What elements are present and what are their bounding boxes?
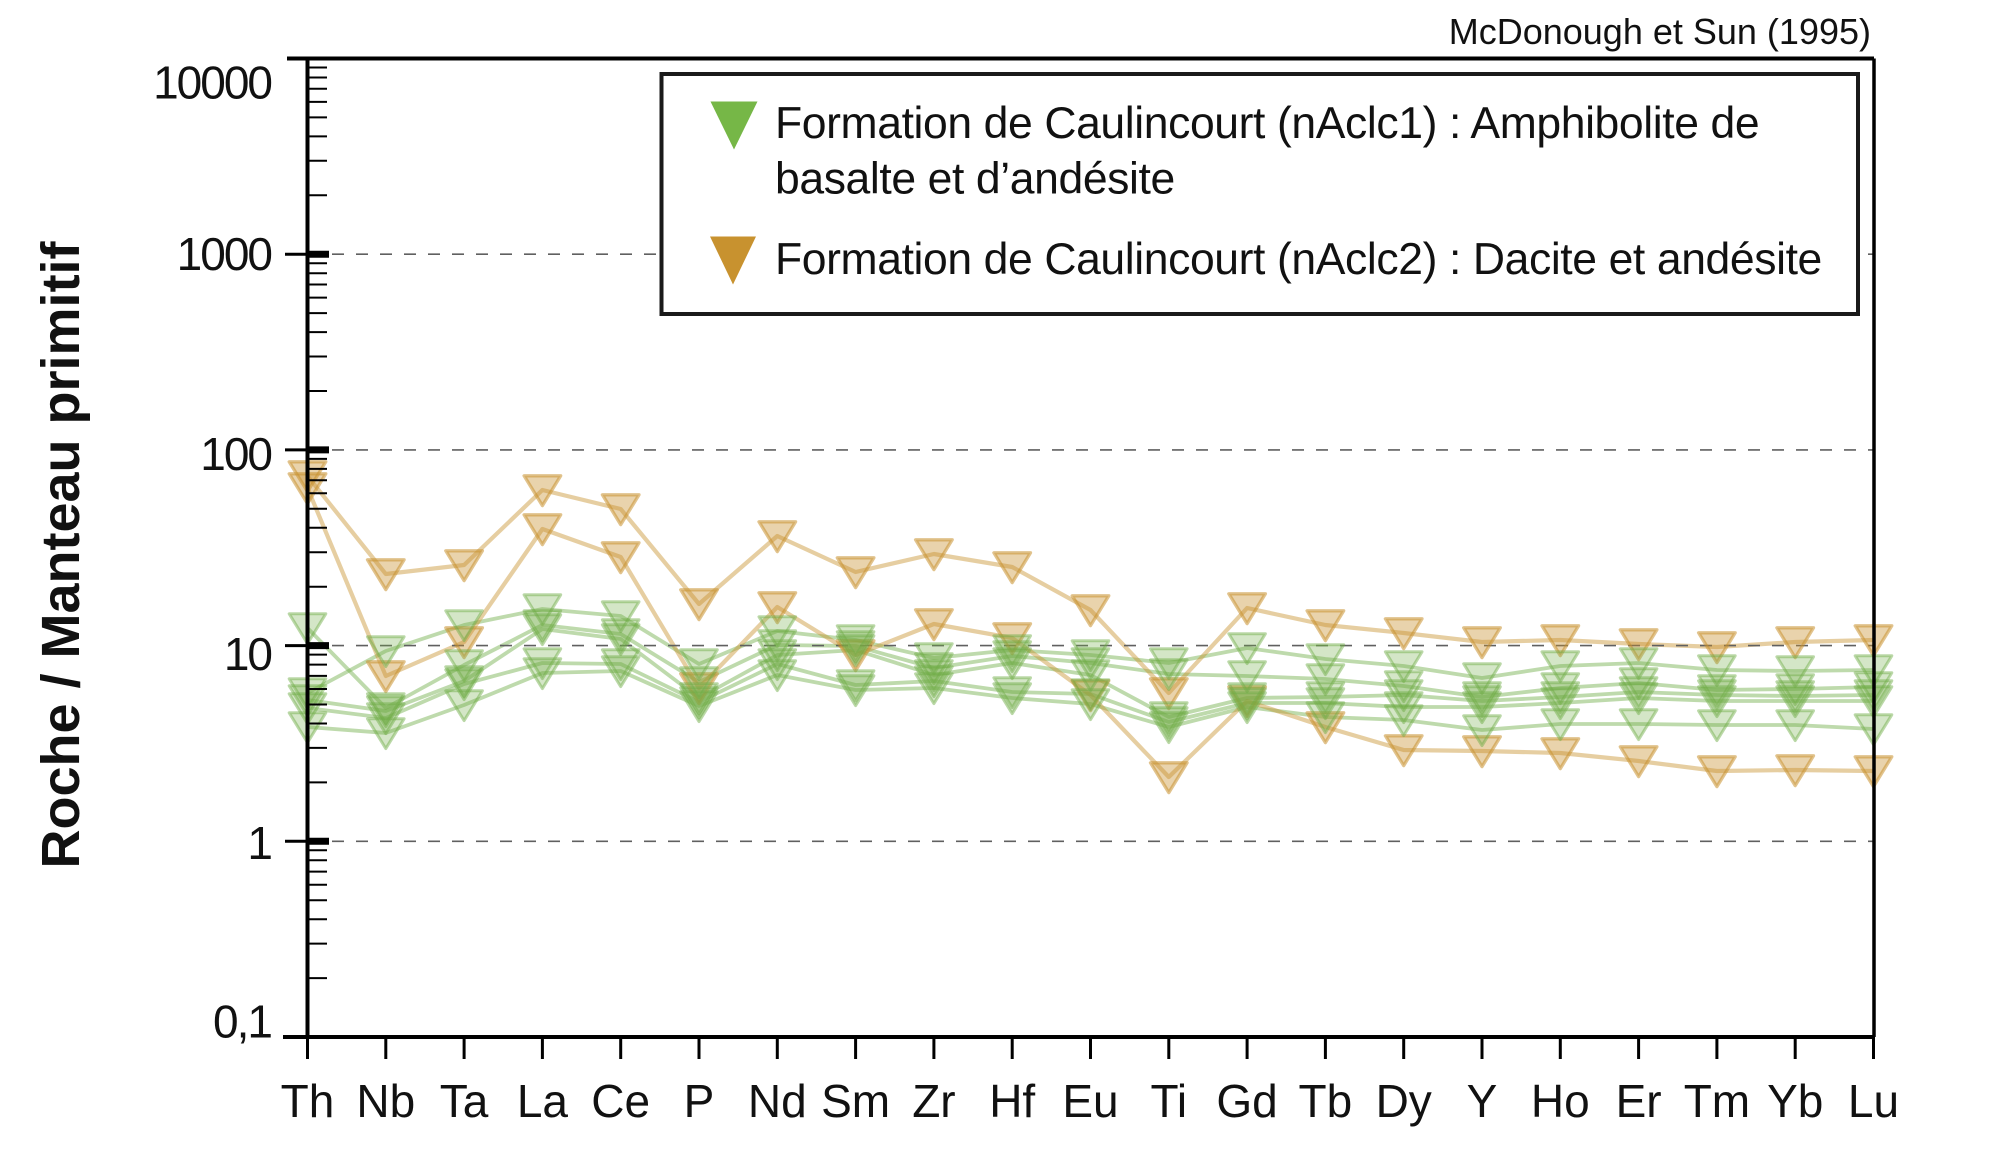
svg-text:Tm: Tm: [1684, 1075, 1750, 1127]
svg-text:Dy: Dy: [1376, 1075, 1432, 1127]
svg-text:McDonough et Sun (1995): McDonough et Sun (1995): [1449, 11, 1871, 52]
svg-text:Sm: Sm: [821, 1075, 890, 1127]
svg-text:Ho: Ho: [1531, 1075, 1590, 1127]
svg-text:Tb: Tb: [1299, 1075, 1353, 1127]
svg-text:Y: Y: [1467, 1075, 1498, 1127]
svg-text:Lu: Lu: [1848, 1075, 1899, 1127]
svg-text:Eu: Eu: [1062, 1075, 1118, 1127]
svg-text:basalte et d’andésite: basalte et d’andésite: [775, 155, 1175, 204]
svg-text:Nb: Nb: [356, 1075, 415, 1127]
svg-text:Th: Th: [281, 1075, 335, 1127]
svg-text:Ce: Ce: [591, 1075, 650, 1127]
svg-text:Ti: Ti: [1150, 1075, 1187, 1127]
svg-text:Nd: Nd: [748, 1075, 807, 1127]
svg-text:Gd: Gd: [1216, 1075, 1277, 1127]
svg-text:1: 1: [247, 817, 271, 869]
svg-text:La: La: [517, 1075, 569, 1127]
svg-text:0,1: 0,1: [213, 996, 271, 1048]
svg-text:Formation de Caulincourt (nAcl: Formation de Caulincourt (nAclc1) : Amph…: [775, 99, 1759, 148]
svg-text:Hf: Hf: [989, 1075, 1035, 1127]
svg-text:1000: 1000: [177, 228, 272, 280]
svg-text:P: P: [684, 1075, 715, 1127]
svg-text:Roche / Manteau primitif: Roche / Manteau primitif: [31, 240, 91, 868]
svg-text:Er: Er: [1616, 1075, 1662, 1127]
svg-text:10: 10: [224, 628, 272, 680]
svg-text:Formation de Caulincourt (nAcl: Formation de Caulincourt (nAclc2) : Daci…: [775, 235, 1822, 284]
svg-text:Zr: Zr: [912, 1075, 955, 1127]
svg-text:Ta: Ta: [440, 1075, 489, 1127]
svg-text:Yb: Yb: [1767, 1075, 1823, 1127]
svg-text:10000: 10000: [153, 57, 271, 109]
svg-text:100: 100: [200, 428, 271, 480]
